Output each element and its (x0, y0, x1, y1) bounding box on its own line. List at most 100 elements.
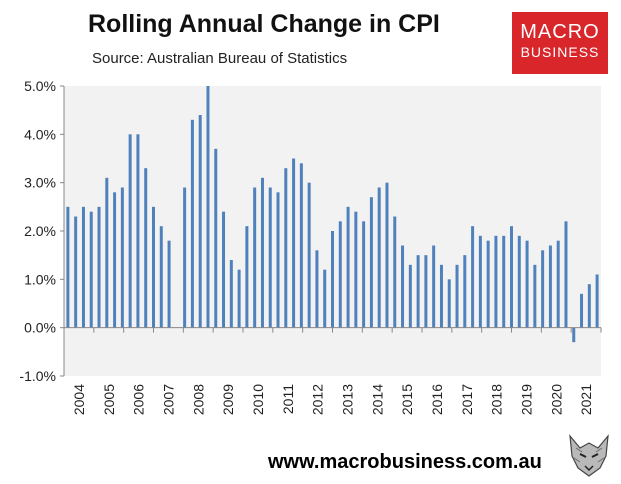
cpi-bar (447, 279, 451, 328)
chart-title: Rolling Annual Change in CPI (88, 10, 440, 38)
cpi-bar (354, 211, 358, 328)
cpi-bar (587, 284, 591, 328)
cpi-bar (331, 231, 334, 328)
cpi-bar (89, 211, 93, 328)
cpi-bar (198, 115, 202, 328)
cpi-bar (144, 168, 148, 328)
cpi-bar (190, 119, 194, 328)
cpi-bar (315, 250, 319, 328)
cpi-bar (424, 255, 428, 328)
cpi-bar (237, 269, 241, 328)
x-tick-label: 2019 (518, 384, 534, 415)
logo-line-1: MACRO (520, 21, 600, 43)
x-tick-label: 2006 (131, 384, 147, 415)
x-tick-label: 2005 (101, 384, 117, 415)
cpi-bar (432, 245, 436, 328)
cpi-bar (323, 269, 327, 328)
x-tick-label: 2010 (250, 384, 266, 415)
cpi-bar (385, 182, 389, 328)
cpi-bar (463, 255, 467, 328)
cpi-bar (517, 235, 521, 328)
cpi-bar (580, 293, 584, 328)
cpi-bar (120, 187, 124, 328)
cpi-bar (338, 221, 342, 328)
y-tick-label: 1.0% (24, 271, 56, 287)
macrobusiness-logo: MACRO BUSINESS (512, 12, 608, 74)
cpi-bar (307, 182, 311, 328)
x-tick-label: 2009 (220, 384, 236, 415)
x-tick-label: 2012 (310, 384, 326, 415)
cpi-bar (81, 206, 85, 328)
cpi-bar (268, 187, 272, 328)
cpi-bar (369, 197, 373, 328)
y-tick-label: -1.0% (19, 368, 56, 384)
bars (66, 86, 599, 343)
cpi-bar (183, 187, 187, 328)
cpi-bar (393, 216, 397, 328)
x-tick-label: 2018 (489, 384, 505, 415)
x-tick-label: 2017 (459, 384, 475, 415)
logo-line-2: BUSINESS (520, 44, 600, 60)
cpi-bar (253, 187, 257, 328)
cpi-bar (292, 158, 296, 328)
x-tick-label: 2014 (369, 384, 385, 415)
cpi-bar (229, 260, 233, 328)
cpi-bar (97, 206, 101, 328)
cpi-bar (377, 187, 381, 328)
cpi-bar (222, 211, 226, 328)
cpi-bar (595, 274, 599, 328)
y-tick-label: 3.0% (24, 175, 56, 191)
cpi-bar (439, 264, 443, 328)
cpi-bar (478, 235, 482, 328)
cpi-bar (206, 86, 210, 328)
cpi-bar (408, 264, 412, 328)
cpi-bar (556, 240, 560, 328)
website-url: www.macrobusiness.com.au (268, 451, 542, 473)
cpi-bar (245, 226, 249, 328)
cpi-bar (455, 264, 459, 328)
y-tick-label: 0.0% (24, 320, 56, 336)
cpi-bar (471, 226, 475, 328)
x-tick-label: 2015 (399, 384, 415, 415)
y-tick-label: 2.0% (24, 223, 56, 239)
cpi-bar (510, 226, 513, 328)
cpi-bar (494, 235, 498, 328)
cpi-bar (276, 192, 280, 328)
cpi-bar (128, 134, 132, 328)
cpi-bar (548, 245, 552, 328)
cpi-bar (284, 168, 288, 328)
x-tick-label: 2020 (548, 384, 564, 415)
cpi-bar (502, 235, 506, 328)
x-tick-label: 2011 (280, 384, 296, 414)
y-axis: -1.0% 0.0% 1.0% 2.0% 3.0% 4.0% 5.0% (19, 78, 65, 384)
cpi-bar (572, 327, 576, 343)
x-tick-label: 2004 (71, 384, 87, 415)
cpi-bar (105, 177, 109, 328)
cpi-bar (525, 240, 529, 328)
cpi-bar (74, 216, 78, 328)
cpi-bar (533, 264, 537, 328)
cpi-bar (401, 245, 405, 328)
cpi-bar (541, 250, 545, 328)
chart-subtitle: Source: Australian Bureau of Statistics (92, 50, 348, 67)
cpi-bar (159, 226, 163, 328)
cpi-bar (362, 221, 366, 328)
cpi-bar (66, 206, 70, 328)
cpi-bar (214, 148, 218, 328)
x-tick-label: 2007 (160, 384, 176, 415)
cpi-bar (113, 192, 117, 328)
cpi-bar (416, 255, 420, 328)
x-axis: 2004 2005 2006 2007 2008 2009 2010 2011 2012 2013… (63, 327, 602, 415)
y-tick-label: 5.0% (24, 78, 56, 94)
cpi-bar (299, 163, 303, 328)
cpi-bar (136, 134, 140, 328)
cpi-bar (486, 240, 490, 328)
cpi-bar (564, 221, 568, 328)
cpi-bar (167, 240, 171, 328)
y-tick-label: 4.0% (24, 126, 56, 142)
x-tick-label: 2008 (190, 384, 206, 415)
cpi-bar (260, 177, 264, 328)
x-tick-label: 2013 (339, 384, 355, 415)
x-tick-label: 2016 (429, 384, 445, 415)
